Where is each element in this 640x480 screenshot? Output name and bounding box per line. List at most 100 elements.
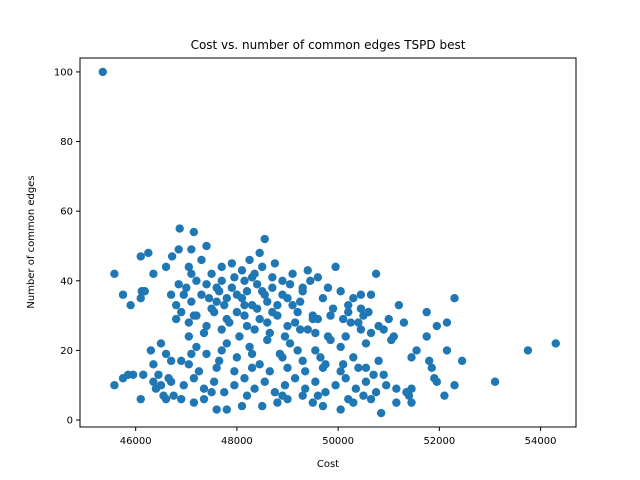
- data-point: [110, 269, 119, 279]
- data-point: [283, 321, 292, 331]
- data-point: [212, 297, 221, 306]
- data-point: [258, 401, 267, 411]
- data-point: [427, 363, 436, 373]
- data-point: [366, 328, 376, 338]
- data-point: [184, 262, 194, 272]
- data-point: [230, 367, 239, 376]
- data-point: [399, 318, 409, 327]
- data-point: [336, 287, 345, 296]
- data-point: [270, 387, 280, 397]
- data-point: [184, 360, 194, 369]
- x-axis: 46000 48000 50000 52000 54000: [120, 427, 556, 447]
- data-point: [270, 259, 280, 268]
- data-point: [177, 394, 186, 404]
- data-point: [336, 405, 345, 414]
- data-point: [366, 394, 376, 404]
- data-point: [341, 332, 350, 341]
- data-point: [220, 300, 229, 310]
- data-point: [217, 276, 226, 285]
- data-point: [217, 325, 226, 334]
- data-point: [250, 325, 259, 334]
- data-point: [404, 391, 414, 400]
- data-point: [182, 283, 191, 292]
- data-point: [301, 367, 310, 376]
- data-point: [316, 353, 325, 362]
- data-point: [194, 367, 204, 376]
- data-point: [422, 332, 431, 341]
- data-point: [227, 283, 237, 292]
- data-point: [306, 276, 315, 285]
- data-point: [199, 394, 209, 404]
- data-point: [161, 349, 171, 359]
- data-point: [237, 266, 247, 275]
- data-point: [298, 391, 307, 400]
- data-point: [354, 318, 363, 327]
- data-point: [273, 398, 282, 407]
- data-point: [98, 67, 107, 77]
- data-point: [379, 370, 388, 379]
- data-point: [344, 307, 353, 317]
- data-point: [298, 287, 307, 296]
- data-point: [230, 273, 239, 282]
- data-point: [189, 398, 199, 407]
- data-point: [356, 304, 366, 313]
- data-point: [232, 290, 242, 299]
- data-point: [263, 318, 272, 327]
- data-point: [202, 280, 211, 289]
- data-point: [450, 381, 459, 390]
- chart-title: Cost vs. number of common edges TSPD bes…: [191, 38, 466, 52]
- data-point: [293, 346, 302, 355]
- data-point: [217, 262, 226, 272]
- data-point: [303, 325, 312, 334]
- data-point: [207, 387, 216, 397]
- data-point: [164, 374, 173, 383]
- data-point: [303, 266, 312, 275]
- data-point: [260, 377, 269, 386]
- data-point: [179, 290, 188, 299]
- data-point: [523, 346, 533, 355]
- y-tick-label: 60: [60, 207, 73, 218]
- data-point: [298, 356, 307, 366]
- data-point: [376, 408, 386, 418]
- data-point: [295, 297, 305, 306]
- data-point: [351, 384, 361, 393]
- data-point: [242, 321, 252, 331]
- data-point: [490, 377, 500, 386]
- data-point: [278, 276, 287, 285]
- data-point: [110, 381, 119, 390]
- data-point: [149, 269, 158, 279]
- data-point: [349, 294, 358, 303]
- data-point: [407, 384, 416, 393]
- data-point: [280, 332, 290, 341]
- data-point: [202, 241, 211, 251]
- data-point: [174, 245, 183, 254]
- x-tick-label: 48000: [221, 436, 253, 447]
- data-point: [227, 259, 237, 268]
- data-point: [225, 318, 234, 327]
- data-point: [346, 318, 355, 327]
- data-point: [328, 304, 338, 313]
- plot-frame: [79, 57, 577, 428]
- data-point: [371, 387, 381, 397]
- data-point: [392, 398, 401, 407]
- data-point: [268, 283, 277, 292]
- data-point: [407, 353, 416, 362]
- y-tick-label: 20: [60, 346, 73, 357]
- data-point: [361, 363, 371, 373]
- data-point: [192, 276, 201, 285]
- data-point: [202, 321, 211, 331]
- data-point: [280, 381, 290, 390]
- data-point: [258, 262, 267, 272]
- data-point: [255, 360, 264, 369]
- data-point: [432, 321, 442, 331]
- data-point: [344, 300, 353, 310]
- data-point: [247, 363, 257, 373]
- data-point: [384, 314, 393, 324]
- data-point: [290, 374, 300, 383]
- data-point: [247, 349, 257, 359]
- data-point: [331, 262, 340, 272]
- y-axis-label: Number of common edges: [26, 175, 37, 308]
- x-tick-label: 52000: [423, 436, 455, 447]
